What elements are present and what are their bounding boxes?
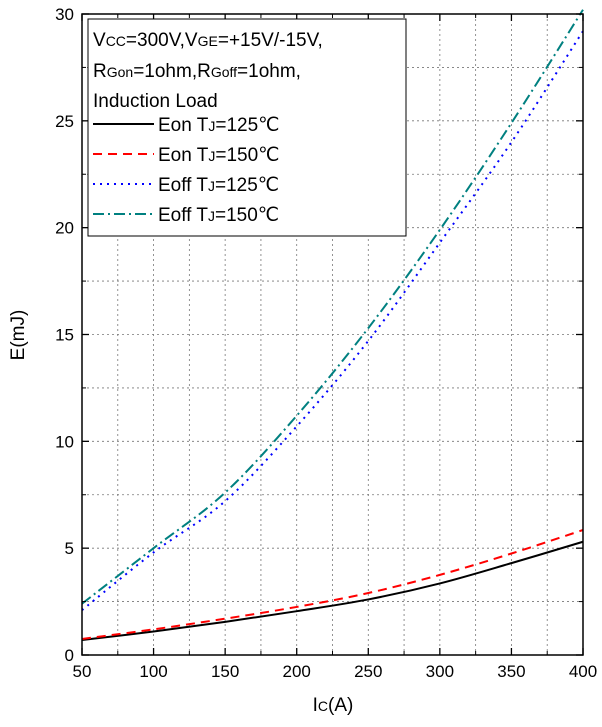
tick-layer: 50 100 150 200 250 300 350 400 0 5 10 15 20 25 30 xyxy=(55,5,597,681)
series-line-2 xyxy=(81,529,584,640)
x-tick-label: 50 xyxy=(73,662,92,681)
y-tick-label: 15 xyxy=(55,326,74,345)
legend-label-2: Eon TJ=150℃ xyxy=(158,145,280,166)
series-line-3 xyxy=(81,30,584,611)
x-axis-label-unit: (A) xyxy=(328,695,353,716)
x-axis-label-main: I xyxy=(313,695,318,716)
y-tick-label: 30 xyxy=(55,5,74,24)
series-layer xyxy=(81,9,584,642)
series-line-4 xyxy=(81,9,584,605)
legend-entries: Eon TJ=125℃ Eon TJ=150℃ Eoff TJ=125℃ Eoff T… xyxy=(93,115,280,226)
y-axis-label: E(mJ) xyxy=(8,310,29,361)
x-tick-label: 250 xyxy=(354,662,382,681)
x-tick-label: 200 xyxy=(283,662,311,681)
x-axis-label-sub: C xyxy=(318,698,328,714)
y-tick-label: 5 xyxy=(65,539,74,558)
x-tick-label: 150 xyxy=(211,662,239,681)
legend-box xyxy=(87,18,407,237)
x-tick-label: 400 xyxy=(569,662,597,681)
x-tick-label: 100 xyxy=(139,662,167,681)
legend-label-3: Eoff TJ=125℃ xyxy=(158,175,279,196)
legend-condition-3: Induction Load xyxy=(93,91,218,112)
y-tick-label: 20 xyxy=(55,219,74,238)
y-tick-label: 25 xyxy=(55,112,74,131)
x-tick-label: 350 xyxy=(497,662,525,681)
y-tick-label: 0 xyxy=(65,646,74,665)
legend: VCC=300V,VGE=+15V/-15V, RGon=1ohm,RGoff=… xyxy=(87,18,407,237)
legend-label-1: Eon TJ=125℃ xyxy=(158,115,280,136)
legend-label-4: Eoff TJ=150℃ xyxy=(158,205,279,226)
x-tick-label: 300 xyxy=(426,662,454,681)
legend-condition-1: VCC=300V,VGE=+15V/-15V, xyxy=(93,30,323,51)
series-line-1 xyxy=(81,540,584,642)
legend-condition-2: RGon=1ohm,RGoff=1ohm, xyxy=(93,61,301,82)
x-axis-label: IC(A) xyxy=(313,695,354,716)
y-tick-label: 10 xyxy=(55,432,74,451)
